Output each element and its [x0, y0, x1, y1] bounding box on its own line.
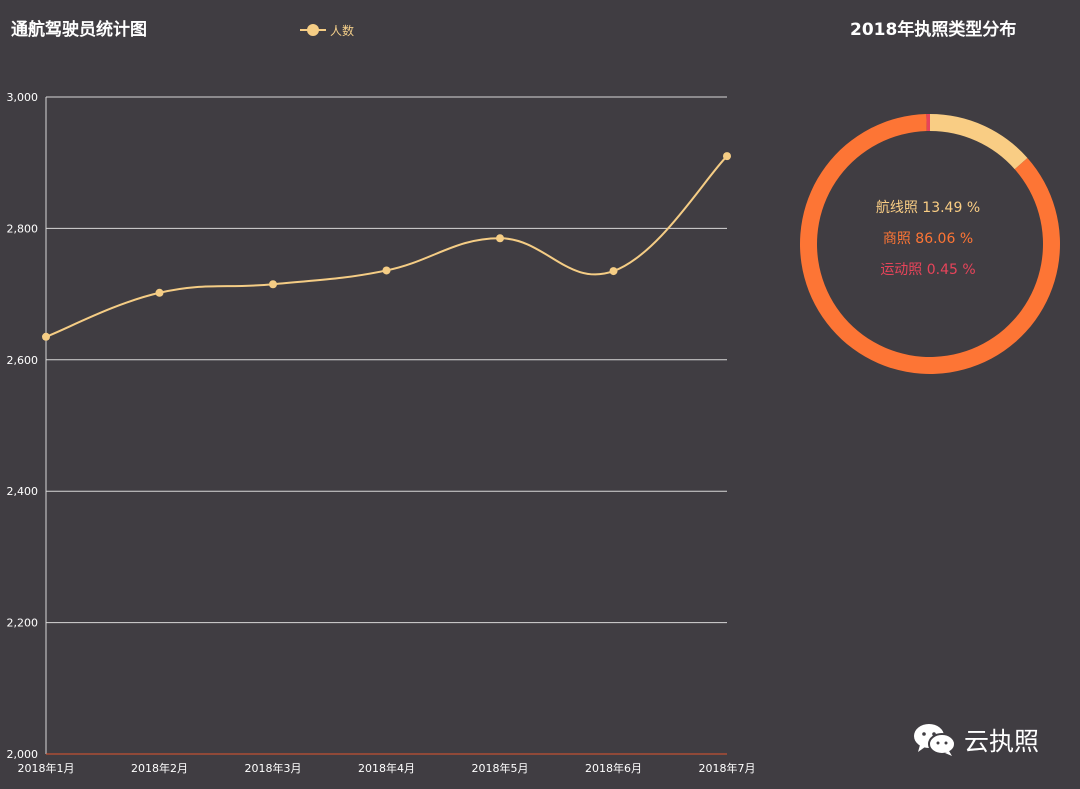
- x-tick-label: 2018年1月: [18, 761, 75, 775]
- donut-slice-label: 航线照 13.49 %: [876, 200, 980, 216]
- watermark-text: 云执照: [964, 727, 1040, 756]
- x-tick-label: 2018年5月: [472, 761, 529, 775]
- y-tick-label: 3,000: [7, 91, 39, 104]
- line-chart-legend[interactable]: 人数: [300, 21, 354, 39]
- wechat-icon: [912, 722, 958, 758]
- x-tick-label: 2018年4月: [358, 761, 415, 775]
- x-tick-label: 2018年6月: [585, 761, 642, 775]
- donut-slice-label: 运动照 0.45 %: [880, 262, 975, 278]
- legend-label: 人数: [330, 23, 355, 38]
- donut-slice-label: 商照 86.06 %: [883, 231, 973, 247]
- donut-chart-title: 2018年执照类型分布: [850, 20, 1017, 40]
- watermark: 云执照: [912, 722, 1039, 758]
- data-point: [496, 234, 504, 243]
- x-tick-label: 2018年2月: [131, 761, 188, 775]
- donut-slice: [930, 114, 1028, 170]
- data-point: [42, 332, 50, 341]
- y-tick-label: 2,200: [7, 617, 39, 630]
- y-tick-label: 2,000: [7, 748, 39, 761]
- data-point: [155, 288, 164, 297]
- series-line: [45, 155, 728, 338]
- data-point: [723, 152, 731, 161]
- x-tick-label: 2018年7月: [699, 761, 756, 775]
- x-tick-label: 2018年3月: [245, 761, 302, 775]
- legend-marker-icon: [300, 23, 326, 37]
- data-point: [609, 267, 618, 276]
- y-tick-label: 2,800: [7, 222, 39, 235]
- y-tick-label: 2,600: [7, 354, 39, 367]
- y-tick-label: 2,400: [7, 485, 39, 498]
- data-point: [269, 280, 277, 289]
- data-point: [382, 266, 391, 275]
- donut-slice: [926, 114, 930, 132]
- line-chart-title: 通航驾驶员统计图: [11, 20, 147, 40]
